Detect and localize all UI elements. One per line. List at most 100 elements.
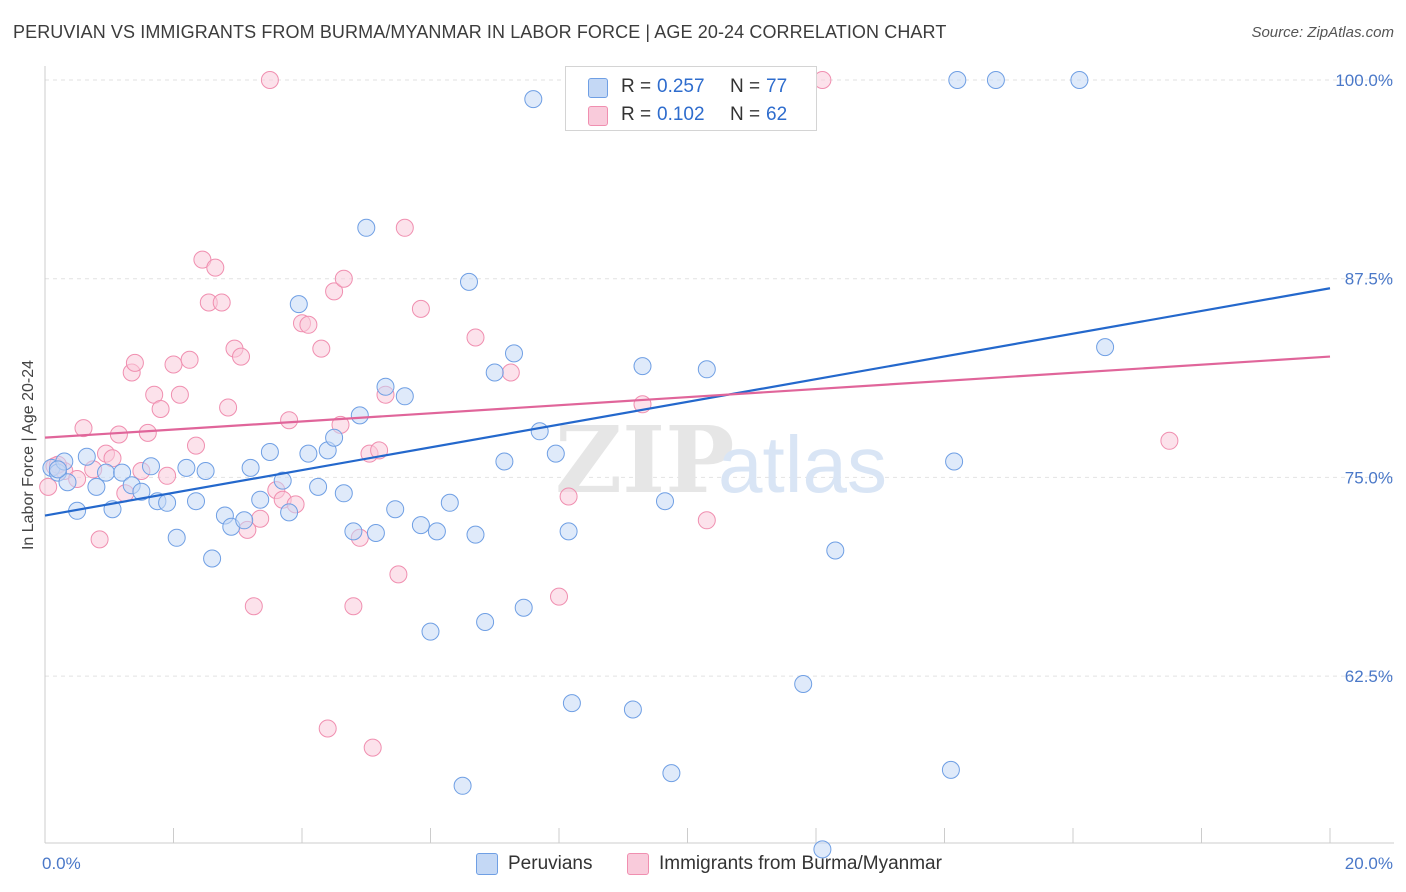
data-point-peruvians xyxy=(941,760,960,779)
data-point-burma xyxy=(158,466,177,485)
trend-line-peruvians xyxy=(44,287,1331,517)
data-point-burma xyxy=(164,355,183,374)
data-point-burma xyxy=(206,258,225,277)
data-point-peruvians xyxy=(241,458,260,477)
data-point-peruvians xyxy=(633,357,652,376)
legend-swatch-burma xyxy=(588,106,608,126)
watermark-zip: ZIP xyxy=(555,406,734,514)
data-point-burma xyxy=(260,71,279,89)
data-point-peruvians xyxy=(794,675,813,693)
data-point-peruvians xyxy=(260,443,279,461)
source-label: Source: ZipAtlas.com xyxy=(1251,24,1394,41)
data-point-burma xyxy=(219,398,238,417)
data-point-peruvians xyxy=(196,462,215,480)
legend-n-label: N = xyxy=(730,104,761,125)
y-axis-label: In Labor Force | Age 20-24 xyxy=(20,360,37,550)
legend-r-value: 0.102 xyxy=(657,104,705,125)
data-point-peruvians xyxy=(524,90,543,109)
x-tick-label: 20.0% xyxy=(1345,854,1393,873)
data-point-peruvians xyxy=(299,444,318,463)
data-point-peruvians xyxy=(203,549,222,568)
data-point-burma xyxy=(344,597,363,616)
data-point-peruvians xyxy=(662,764,681,783)
data-point-burma xyxy=(466,328,485,347)
data-point-burma xyxy=(550,587,568,606)
x-tick-label: 0.0% xyxy=(42,854,81,873)
data-point-burma xyxy=(187,436,205,455)
data-point-burma xyxy=(138,423,157,442)
data-point-burma xyxy=(109,425,128,444)
data-point-peruvians xyxy=(251,490,270,509)
data-point-peruvians xyxy=(289,295,308,314)
data-point-peruvians xyxy=(623,700,642,719)
data-point-peruvians xyxy=(945,452,964,471)
data-point-peruvians xyxy=(559,522,578,541)
data-point-peruvians xyxy=(986,71,1005,89)
legend-r-value: 0.257 xyxy=(657,76,705,97)
data-point-peruvians xyxy=(386,500,405,519)
data-point-peruvians xyxy=(132,482,151,501)
axes xyxy=(44,66,1394,844)
data-point-peruvians xyxy=(309,477,328,496)
data-point-peruvians xyxy=(77,447,96,466)
data-point-burma xyxy=(389,565,408,584)
bottom-legend-swatch xyxy=(627,853,649,875)
data-point-peruvians xyxy=(395,387,414,406)
legend: R = 0.257 N = 77 R = 0.102 N = 62 xyxy=(565,66,817,131)
bottom-legend-swatch xyxy=(476,853,498,875)
data-point-peruvians xyxy=(177,458,196,477)
data-point-peruvians xyxy=(813,840,832,859)
data-point-burma xyxy=(90,530,109,549)
data-point-peruvians xyxy=(546,444,565,463)
data-point-peruvians xyxy=(427,522,446,541)
legend-n-value: 62 xyxy=(766,104,788,125)
data-point-peruvians xyxy=(505,344,523,363)
data-point-burma xyxy=(74,419,93,438)
data-point-peruvians xyxy=(142,457,160,476)
data-point-peruvians xyxy=(97,463,115,482)
data-point-peruvians xyxy=(1070,71,1089,89)
data-point-peruvians xyxy=(366,524,385,542)
data-point-burma xyxy=(244,597,263,616)
data-point-burma xyxy=(170,385,189,404)
data-point-peruvians xyxy=(948,71,967,89)
data-point-burma xyxy=(299,315,318,334)
y-tick-label: 100.0% xyxy=(1335,71,1393,90)
legend-n-label: N = xyxy=(730,76,761,97)
data-point-peruvians xyxy=(58,473,77,492)
data-point-peruvians xyxy=(334,484,353,503)
data-point-peruvians xyxy=(440,493,459,512)
data-point-peruvians xyxy=(476,613,495,631)
data-point-burma xyxy=(395,218,414,237)
data-point-burma xyxy=(232,347,250,366)
data-point-peruvians xyxy=(466,525,485,544)
data-point-peruvians xyxy=(495,452,514,471)
data-point-peruvians xyxy=(48,460,67,479)
watermark-atlas: atlas xyxy=(718,420,887,509)
data-point-burma xyxy=(212,293,231,312)
legend-swatch-peruvians xyxy=(588,78,608,98)
legend-r-label: R = xyxy=(621,104,652,125)
y-tick-label: 87.5% xyxy=(1345,270,1393,289)
data-point-peruvians xyxy=(158,493,177,512)
data-point-peruvians xyxy=(460,272,478,291)
legend-row-peruvians: R = 0.257 N = 77 xyxy=(566,72,816,102)
data-point-peruvians xyxy=(1096,338,1115,357)
data-point-burma xyxy=(318,719,337,738)
data-point-peruvians xyxy=(656,492,674,511)
data-point-burma xyxy=(180,350,199,369)
data-point-burma xyxy=(151,400,170,418)
data-point-peruvians xyxy=(485,363,504,382)
legend-row-burma: R = 0.102 N = 62 xyxy=(566,100,816,130)
data-point-burma xyxy=(697,511,716,530)
data-point-burma xyxy=(39,477,58,496)
legend-r-label: R = xyxy=(621,76,652,97)
data-point-peruvians xyxy=(273,471,292,490)
data-point-burma xyxy=(363,738,382,757)
y-tick-label: 75.0% xyxy=(1345,468,1393,487)
data-point-peruvians xyxy=(421,622,440,641)
data-point-burma xyxy=(559,487,578,506)
bottom-legend-label: Peruvians xyxy=(508,853,593,874)
data-point-burma xyxy=(312,339,331,358)
